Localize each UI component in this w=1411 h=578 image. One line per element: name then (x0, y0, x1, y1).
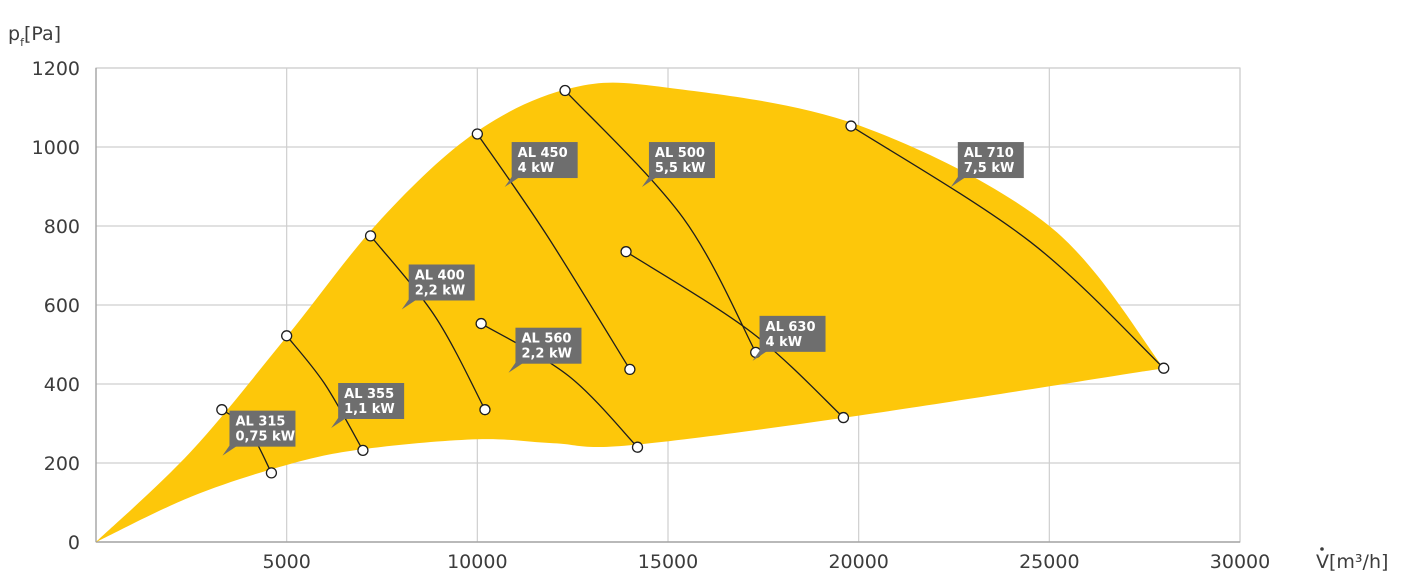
label-box-al-500 (648, 142, 715, 179)
label-box-al-400 (408, 264, 475, 301)
end-point-al-355 (357, 444, 369, 457)
curve-al-355 (286, 335, 364, 451)
label-pointer-al-500 (641, 177, 657, 188)
label-power-al-630: 4 kW (766, 335, 803, 350)
x-tick-label: 5000 (262, 551, 310, 573)
curve-al-710 (850, 125, 1165, 369)
x-tick-label: 25000 (1019, 551, 1079, 573)
start-point-al-630 (620, 246, 632, 258)
label-model-al-560: AL 560 (521, 332, 571, 347)
label-box-al-630 (759, 315, 826, 352)
label-power-al-710: 7,5 kW (964, 161, 1015, 176)
fan-curves (216, 84, 1170, 479)
curve-al-560 (480, 323, 638, 448)
y-tick-label: 1000 (32, 137, 80, 159)
curve-al-630 (625, 251, 844, 419)
label-box-al-315 (229, 410, 296, 447)
label-model-al-315: AL 315 (235, 415, 285, 430)
label-power-al-315: 0,75 kW (235, 430, 295, 445)
start-point-al-560 (475, 317, 487, 330)
label-box-al-560 (515, 327, 582, 364)
label-power-al-450: 4 kW (518, 161, 555, 176)
x-tick-label: 10000 (447, 551, 507, 573)
start-point-al-400 (364, 230, 377, 242)
x-tick-label: 15000 (638, 551, 698, 573)
y-tick-label: 800 (44, 216, 80, 238)
operating-envelope (96, 82, 1164, 542)
label-model-al-630: AL 630 (766, 320, 816, 335)
label-pointer-al-630 (752, 350, 768, 361)
start-point-al-355 (281, 330, 293, 342)
end-point-al-315 (265, 467, 278, 479)
label-model-al-450: AL 450 (518, 146, 568, 161)
label-box-al-710 (957, 142, 1024, 179)
x-axis-label: V[m³/h] (1316, 551, 1388, 573)
y-tick-label: 400 (44, 374, 80, 396)
label-pointer-al-355 (331, 418, 347, 428)
label-box-al-450 (511, 142, 578, 179)
label-pointer-al-560 (508, 362, 524, 373)
label-pointer-al-710 (950, 177, 966, 188)
y-tick-label: 600 (44, 295, 80, 317)
tick-labels: 5000 10000 15000 20000 25000 30000 0 200 400 600 8… (32, 58, 1271, 573)
label-pointer-al-450 (504, 177, 520, 188)
start-point-al-450 (471, 128, 483, 140)
curve-al-500 (564, 90, 757, 353)
label-pointer-al-315 (222, 445, 238, 456)
y-axis-label: pf[Pa] (8, 23, 61, 49)
start-point-al-315 (216, 404, 228, 416)
end-point-al-710 (1158, 362, 1170, 374)
label-model-al-710: AL 710 (964, 146, 1014, 161)
flow-dot-mark (1320, 547, 1324, 551)
start-point-al-500 (559, 84, 571, 97)
label-model-al-355: AL 355 (344, 387, 394, 402)
x-tick-label: 30000 (1210, 551, 1270, 573)
label-power-al-400: 2,2 kW (415, 284, 466, 299)
start-point-al-710 (845, 120, 857, 132)
end-point-al-560 (631, 441, 644, 453)
end-point-al-400 (479, 404, 491, 416)
end-point-al-630 (837, 411, 850, 424)
label-model-al-500: AL 500 (655, 146, 705, 161)
y-tick-label: 0 (68, 532, 80, 554)
curve-al-400 (370, 235, 486, 410)
label-power-al-355: 1,1 kW (344, 402, 395, 417)
y-tick-label: 200 (44, 453, 80, 475)
label-power-al-560: 2,2 kW (521, 347, 572, 362)
envelope-area (96, 82, 1164, 542)
y-tick-label: 1200 (32, 58, 80, 80)
label-power-al-500: 5,5 kW (655, 161, 706, 176)
label-box-al-355 (338, 383, 405, 419)
end-point-al-450 (624, 363, 636, 376)
curve-al-450 (476, 133, 631, 370)
label-model-al-400: AL 400 (415, 269, 465, 284)
label-pointer-al-400 (401, 299, 417, 310)
x-tick-label: 20000 (828, 551, 888, 573)
